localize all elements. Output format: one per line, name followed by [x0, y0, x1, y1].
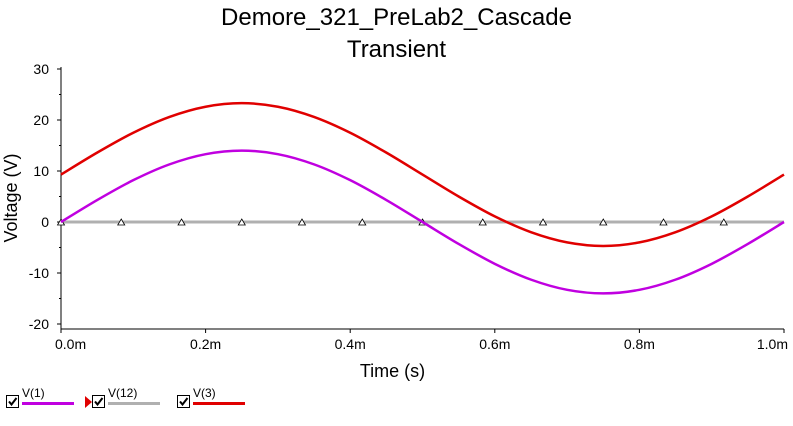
chart-subtitle: Transient — [346, 36, 447, 63]
x-tick-label: 0.2m — [190, 336, 221, 352]
x-tick-label: 0.8m — [624, 336, 655, 352]
data-marker — [358, 218, 367, 226]
data-marker — [177, 218, 186, 226]
marker-arrow-icon — [85, 396, 92, 408]
legend-item-v3[interactable]: V(3) — [176, 386, 251, 419]
y-tick-label: 20 — [33, 112, 49, 128]
plot-area: 30 20 10 0 -10 -20 0.0m 0.2m 0.4m 0.6m 0.8m 1.0m Tim… — [1, 61, 788, 381]
legend-item-v1[interactable]: V(1) — [5, 386, 80, 419]
data-marker — [117, 218, 126, 226]
y-tick-label: 10 — [33, 163, 49, 179]
data-marker — [237, 218, 246, 226]
x-tick-label: 1.0m — [757, 336, 788, 352]
x-axis-label: Time (s) — [360, 361, 425, 381]
y-tick-label: -20 — [29, 316, 49, 332]
data-marker — [297, 218, 307, 226]
x-tick-label: 0.6m — [479, 336, 510, 352]
data-marker — [478, 218, 487, 226]
x-tick-label: 0.4m — [335, 336, 366, 352]
legend-checkbox-v3[interactable] — [177, 395, 190, 408]
legend-checkbox-v12[interactable] — [92, 395, 105, 408]
legend: V(1) V(12) V(3) — [0, 386, 793, 419]
y-axis-label: Voltage (V) — [1, 153, 21, 242]
legend-label-v12: V(12) — [108, 386, 138, 400]
chart-title: Demore_321_PreLab2_Cascade — [221, 4, 572, 31]
legend-label-v3: V(3) — [193, 386, 216, 400]
legend-label-v1: V(1) — [22, 386, 45, 400]
series-V(1) — [60, 149, 785, 295]
legend-swatch-v1 — [22, 402, 74, 405]
series-V(3) — [60, 101, 785, 248]
y-tick-label: -10 — [29, 265, 49, 281]
legend-swatch-v12 — [108, 402, 160, 405]
y-tick-label: 0 — [41, 214, 49, 230]
data-marker — [538, 218, 548, 226]
legend-swatch-v3 — [193, 402, 245, 405]
y-tick-label: 30 — [33, 61, 49, 77]
data-marker — [599, 218, 608, 226]
x-tick-label: 0.0m — [55, 336, 86, 352]
series-line-V(1) — [60, 149, 785, 295]
legend-item-v12[interactable]: V(12) — [91, 386, 166, 419]
data-marker — [719, 218, 728, 226]
data-marker — [659, 218, 668, 226]
series-line-V(3) — [60, 101, 785, 248]
legend-checkbox-v1[interactable] — [6, 395, 19, 408]
